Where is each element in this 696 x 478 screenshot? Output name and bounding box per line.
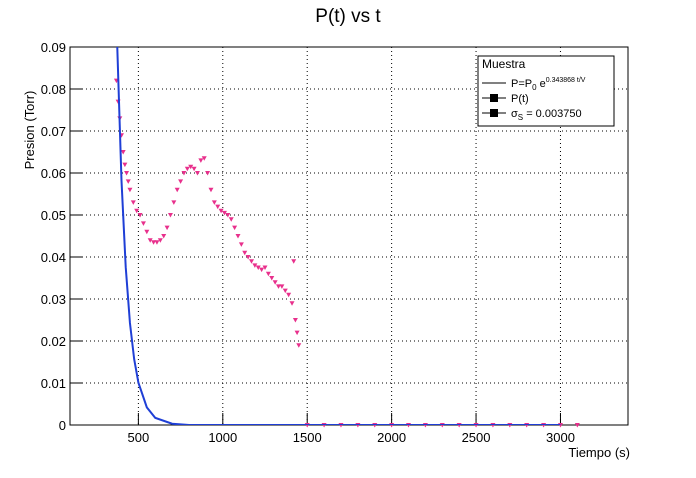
legend-text: = 0.003750: [523, 108, 581, 120]
y-tick-label: 0.05: [41, 208, 66, 223]
x-tick-label: 500: [128, 430, 150, 445]
data-point: [574, 423, 580, 428]
legend-text: P(t): [511, 93, 529, 105]
y-tick-label: 0.08: [41, 82, 66, 97]
legend-entry: P=P0 e0.343868 t/V: [511, 77, 586, 92]
fit-line: [116, 47, 561, 425]
x-axis-title: Tiempo (s): [568, 445, 630, 460]
data-point: [296, 343, 302, 348]
y-tick-label: 0.02: [41, 334, 66, 349]
data-point: [191, 166, 197, 172]
legend-text: P=P: [511, 78, 532, 90]
x-tick-label: 2000: [377, 430, 406, 445]
data-point: [151, 240, 157, 245]
data-point: [154, 240, 160, 245]
data-point: [130, 200, 136, 205]
legend-text: 0.343868 t/V: [546, 77, 586, 84]
data-point: [286, 292, 292, 298]
data-point: [292, 318, 298, 323]
legend-marker: [490, 109, 498, 117]
data-point: [232, 225, 238, 231]
data-point: [255, 265, 261, 270]
data-point: [218, 208, 224, 214]
data-point: [276, 284, 282, 289]
legend-text: 0: [532, 83, 537, 92]
legend-text: e: [537, 78, 546, 90]
legend-marker: [490, 94, 498, 102]
data-point: [184, 166, 190, 172]
data-point: [259, 267, 265, 273]
y-tick-label: 0.03: [41, 292, 66, 307]
data-point: [238, 242, 244, 247]
data-point: [211, 200, 217, 205]
y-tick-label: 0.01: [41, 376, 66, 391]
data-point: [124, 171, 130, 176]
data-point: [272, 280, 278, 285]
data-point: [125, 179, 131, 184]
data-point: [161, 234, 167, 239]
data-point: [245, 255, 251, 260]
data-point: [167, 213, 173, 218]
legend-text: σ: [511, 108, 518, 120]
data-point: [235, 234, 241, 239]
data-point: [262, 265, 268, 270]
data-point: [134, 208, 140, 214]
data-point: [279, 284, 285, 289]
data-point: [174, 187, 180, 193]
data-point: [198, 158, 204, 163]
data-point: [120, 150, 126, 155]
x-tick-label: 2500: [462, 430, 491, 445]
data-point: [289, 301, 295, 306]
legend-title: Muestra: [482, 57, 526, 71]
legend-box: [477, 55, 615, 127]
data-point: [147, 238, 153, 243]
x-tick-label: 1500: [293, 430, 322, 445]
y-tick-label: 0.07: [41, 124, 66, 139]
data-point: [140, 221, 146, 226]
y-axis-title: Presion (Torr): [22, 91, 37, 170]
data-point: [194, 171, 200, 176]
data-point: [248, 259, 254, 264]
chart-title: P(t) vs t: [315, 6, 381, 27]
data-point: [228, 217, 234, 222]
y-tick-label: 0.06: [41, 166, 66, 181]
data-point: [157, 238, 163, 243]
data-point: [201, 156, 207, 161]
data-point: [242, 250, 248, 256]
data-point: [269, 276, 275, 281]
x-tick-label: 1000: [208, 430, 237, 445]
data-point: [205, 171, 211, 176]
data-point: [291, 259, 297, 264]
x-tick-label: 3000: [546, 430, 575, 445]
data-point: [252, 263, 258, 268]
data-point: [294, 330, 300, 336]
y-tick-label: 0.04: [41, 250, 66, 265]
data-point: [265, 271, 271, 277]
data-point: [178, 179, 184, 184]
legend-entry: σS = 0.003750: [511, 108, 582, 122]
data-point: [188, 164, 194, 170]
data-point: [181, 171, 187, 176]
y-tick-label: 0: [59, 418, 66, 433]
data-point: [282, 288, 288, 294]
data-point: [144, 229, 150, 235]
legend-entry: P(t): [511, 93, 529, 105]
data-point: [171, 200, 177, 205]
y-tick-label: 0.09: [41, 40, 66, 55]
legend-text: S: [518, 113, 523, 122]
data-point: [164, 225, 170, 231]
data-point: [137, 213, 143, 218]
data-point: [215, 204, 221, 210]
data-point: [208, 187, 214, 193]
data-point: [127, 187, 133, 193]
data-point: [221, 210, 227, 216]
data-point: [225, 213, 231, 218]
data-point: [122, 162, 128, 168]
